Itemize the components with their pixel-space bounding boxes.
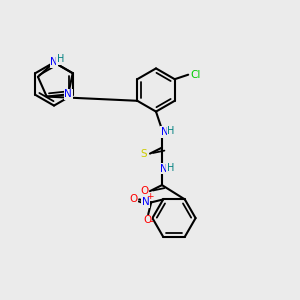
Text: N: N (160, 164, 168, 174)
Text: H: H (167, 163, 174, 173)
Text: O: O (140, 186, 149, 196)
Text: -: - (150, 216, 154, 226)
Text: H: H (57, 54, 64, 64)
Text: H: H (167, 126, 175, 136)
Text: N: N (142, 197, 150, 207)
Text: S: S (140, 148, 147, 159)
Text: O: O (143, 215, 152, 225)
Text: Cl: Cl (190, 70, 201, 80)
Text: N: N (64, 89, 72, 99)
Text: +: + (146, 193, 153, 202)
Text: N: N (160, 127, 168, 137)
Text: O: O (129, 194, 137, 204)
Text: N: N (50, 57, 58, 68)
